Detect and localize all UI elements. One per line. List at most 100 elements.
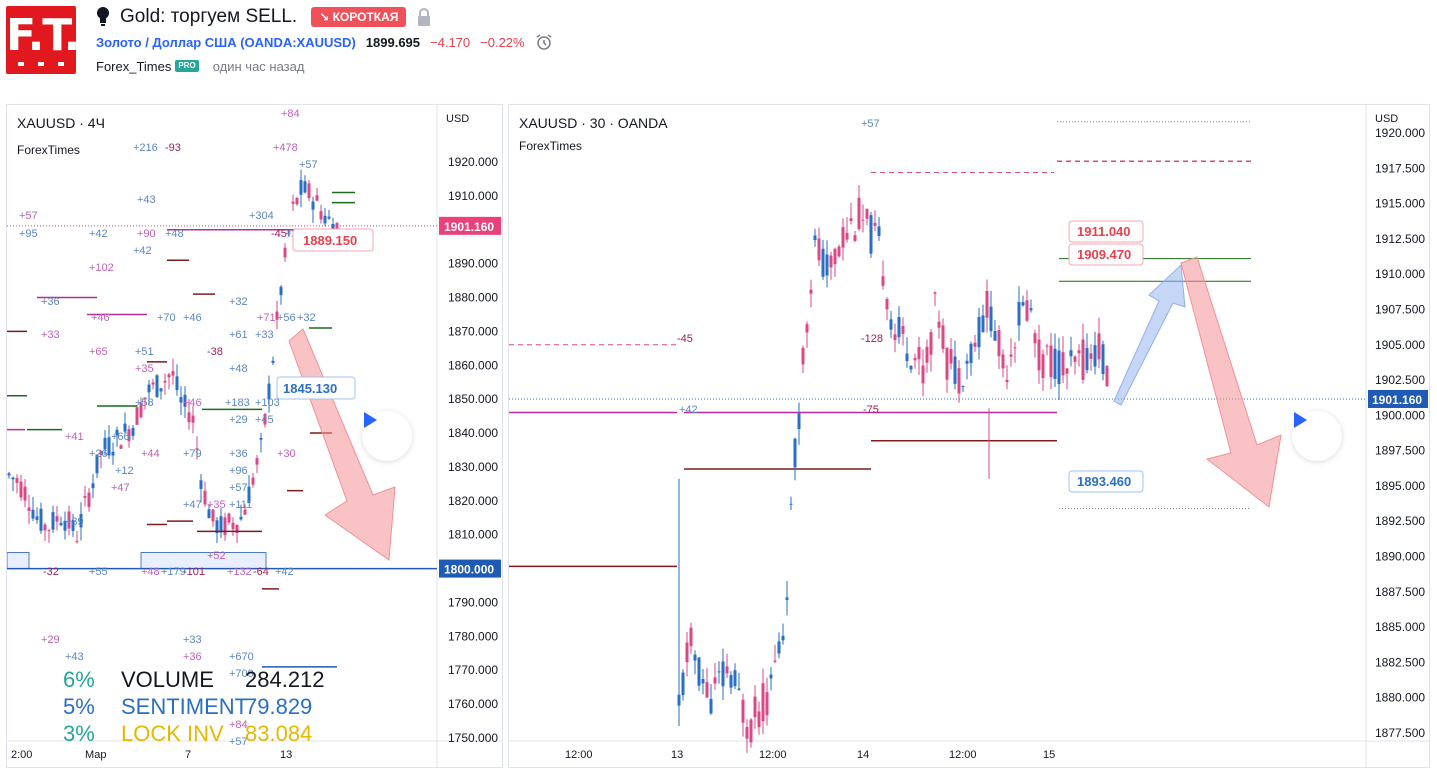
candle-body (737, 688, 741, 690)
delta-label: +36 (229, 448, 248, 460)
right-play-button[interactable] (1292, 411, 1342, 461)
right-chart-panel[interactable]: USD 1920.000 1917.500 1915.000 1912.500 1910.… (508, 104, 1430, 768)
candle-body (143, 397, 147, 400)
y-tick-label: 1920.000 (1375, 126, 1425, 140)
left-chart-panel[interactable]: USD1920.0001910.0001900.0001890.0001880.… (6, 104, 503, 768)
candle-body (893, 334, 897, 341)
y-tick-label: 1840.000 (448, 426, 498, 440)
symbol-link[interactable]: Золото / Доллар США (OANDA:XAUUSD) (96, 34, 356, 50)
candle-body (1013, 347, 1017, 349)
candle-body (163, 380, 167, 383)
candle-body (1101, 344, 1105, 374)
candle-body (1001, 354, 1005, 369)
delta-label: +43 (137, 194, 156, 206)
candle-body (1065, 368, 1069, 374)
delta-label: -128 (861, 333, 883, 345)
alarm-icon[interactable] (535, 33, 553, 51)
candle-body (769, 674, 773, 679)
candle-body (961, 385, 965, 387)
y-tick-label: 1890.000 (448, 257, 498, 271)
candle-body (1017, 301, 1021, 326)
delta-label: +58 (135, 397, 154, 409)
candle-body (315, 195, 319, 201)
delta-label: +90 (137, 228, 156, 240)
candle-body (1029, 308, 1033, 311)
logo-dots (18, 62, 64, 66)
y-tick-label: 1790.000 (448, 595, 498, 609)
stat-label: LOCK INV (121, 721, 224, 746)
candle-body (175, 376, 179, 391)
candle-body (1069, 350, 1073, 357)
candle-body (873, 222, 877, 226)
delta-label: +478 (273, 142, 298, 154)
candle-body (311, 201, 315, 210)
candle-body (841, 227, 845, 248)
delta-label: +66 (111, 431, 130, 443)
stat-label: VOLUME (121, 667, 214, 692)
delta-label: +70 (157, 312, 176, 324)
candle-body (203, 490, 207, 505)
candle-body (279, 286, 283, 296)
candle-body (773, 660, 777, 662)
candle-body (47, 530, 51, 532)
candle-body (1085, 348, 1089, 371)
left-chart-canvas[interactable]: USD1920.0001910.0001900.0001890.0001880.… (7, 105, 503, 768)
right-chart-title: XAUUSD · 30 · OANDA (519, 115, 668, 131)
candle-body (263, 414, 267, 425)
candle-body (295, 197, 299, 205)
left-play-button[interactable] (362, 411, 412, 461)
delta-label: +12 (115, 465, 134, 477)
x-tick-label: 15 (1043, 749, 1055, 761)
candle-body (1049, 345, 1053, 378)
candle-body (945, 347, 949, 380)
y-tick-label: 1905.000 (1375, 338, 1425, 352)
candle-body (1005, 379, 1009, 383)
delta-label: +57 (19, 210, 38, 222)
candle-body (83, 496, 87, 498)
stat-value: 79.829 (245, 694, 313, 719)
logo-dot (58, 62, 64, 66)
author-name[interactable]: Forex_Times (96, 58, 172, 74)
y-tick-label: 1892.500 (1375, 514, 1425, 528)
candle-body (271, 360, 275, 363)
candle-body (1025, 300, 1029, 321)
delta-label: +45 (255, 414, 274, 426)
candle-body (985, 290, 989, 318)
candle-body (59, 522, 63, 526)
delta-label: +30 (277, 448, 296, 460)
candle-body (785, 597, 789, 600)
x-tick-label: 2:00 (11, 749, 32, 761)
candle-body (717, 671, 721, 673)
candle-body (243, 509, 247, 515)
candle-body (781, 635, 785, 641)
candle-body (965, 360, 969, 364)
delta-label: +46 (183, 312, 202, 324)
candle-body (327, 216, 331, 219)
candle-body (15, 478, 19, 483)
level-tag (439, 559, 501, 578)
symbol-change: −4.170 (430, 34, 471, 50)
candle-body (115, 429, 119, 436)
candle-body (829, 255, 833, 268)
candle-body (167, 374, 171, 378)
candle-body (51, 512, 55, 530)
left-chart-title: XAUUSD · 4Ч (17, 115, 105, 131)
candle-body (235, 524, 239, 534)
symbol-price: 1899.695 (365, 34, 421, 50)
y-tick-label: 1895.000 (1375, 479, 1425, 493)
level-box (140, 552, 267, 569)
candle-body (183, 394, 187, 407)
candle-body (155, 375, 159, 398)
candle-body (23, 486, 27, 501)
candle-body (917, 347, 921, 360)
forex-times-logo[interactable]: F.T. (6, 6, 80, 74)
delta-label: +33 (41, 329, 60, 341)
candle-body (1021, 302, 1025, 306)
stat-value: 284.212 (245, 667, 325, 692)
candle-body (39, 508, 43, 531)
candle-body (139, 402, 143, 418)
candle-body (55, 516, 59, 522)
post-header: F.T. Gold: торгуем SELL. ↘ КОРОТКАЯ Золо… (0, 0, 1437, 100)
delta-label: +44 (141, 448, 160, 460)
